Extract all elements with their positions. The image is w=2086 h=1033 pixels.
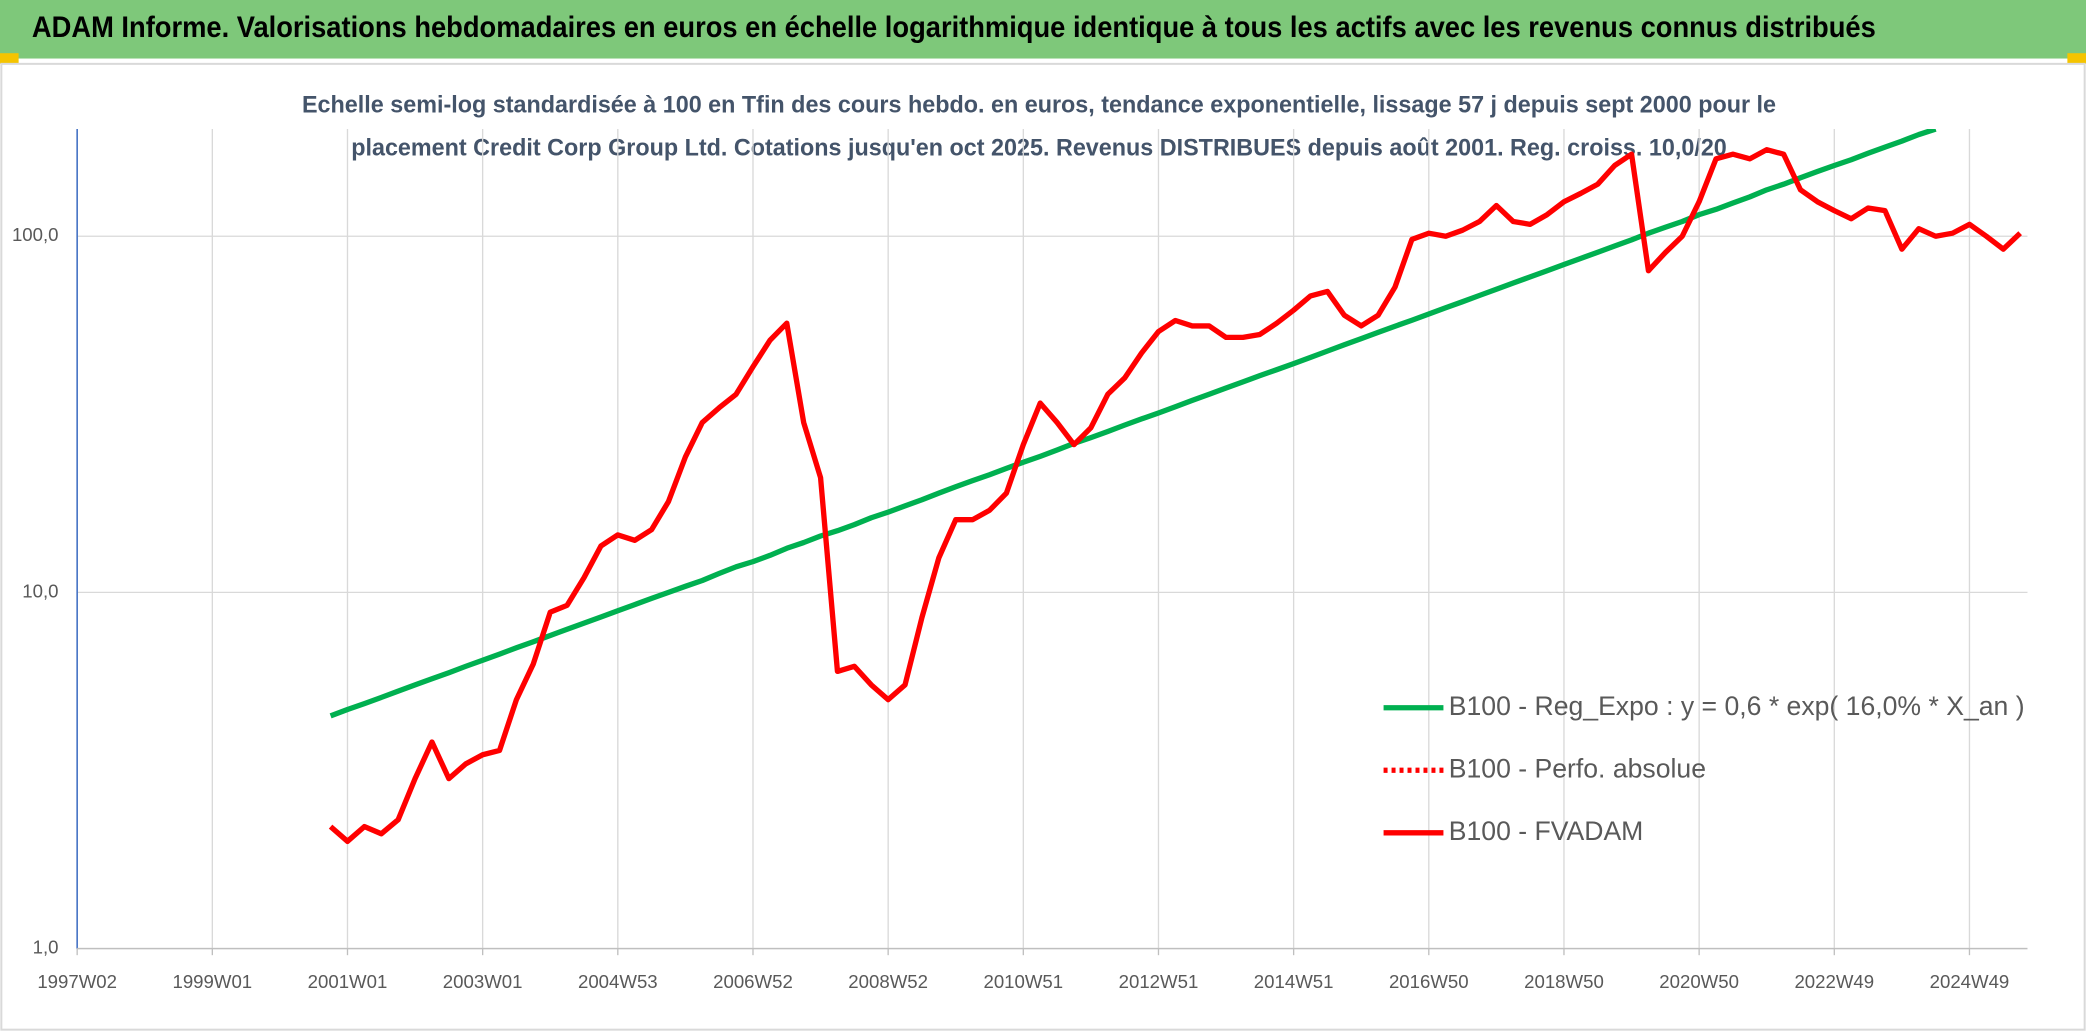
chart-subtitle: Echelle semi-log standardisée à 100 en T… <box>302 92 1776 119</box>
x-tick-label: 2016W50 <box>1389 971 1469 992</box>
x-tick-label: 2008W52 <box>848 971 928 992</box>
page-title: ADAM Informe. Valorisations hebdomadaire… <box>32 12 1876 44</box>
plot-area <box>328 129 2022 844</box>
x-tick-label: 1999W01 <box>172 971 252 992</box>
data-line <box>328 147 2022 844</box>
legend-label: B100 - Reg_Expo : y = 0,6 * exp( 16,0% *… <box>1449 691 2025 721</box>
chart-frame <box>0 62 2086 1031</box>
x-tick-label: 2018W50 <box>1524 971 1604 992</box>
x-tick-label: 2006W52 <box>713 971 793 992</box>
corner-marker <box>0 53 19 64</box>
x-tick-label: 2024W49 <box>1930 971 2010 992</box>
x-tick-label: 2001W01 <box>308 971 388 992</box>
x-tick-label: 2003W01 <box>443 971 523 992</box>
x-tick-label: 2022W49 <box>1794 971 1874 992</box>
x-tick-label: 2012W51 <box>1119 971 1199 992</box>
chart-subtitle: placement Credit Corp Group Ltd. Cotatio… <box>351 134 1727 161</box>
data-line <box>329 129 1937 719</box>
x-tick-label: 2020W50 <box>1659 971 1739 992</box>
y-tick-label: 10,0 <box>22 580 58 601</box>
x-tick-label: 2010W51 <box>983 971 1063 992</box>
x-tick-label: 2014W51 <box>1254 971 1334 992</box>
corner-marker <box>2067 53 2086 64</box>
y-tick-label: 100,0 <box>12 224 59 245</box>
legend-label: B100 - Perfo. absolue <box>1449 753 1706 783</box>
x-tick-label: 2004W53 <box>578 971 658 992</box>
x-tick-label: 1997W02 <box>37 971 117 992</box>
header-band <box>0 0 2086 59</box>
y-tick-label: 1,0 <box>33 936 59 957</box>
legend-label: B100 - FVADAM <box>1449 816 1644 846</box>
